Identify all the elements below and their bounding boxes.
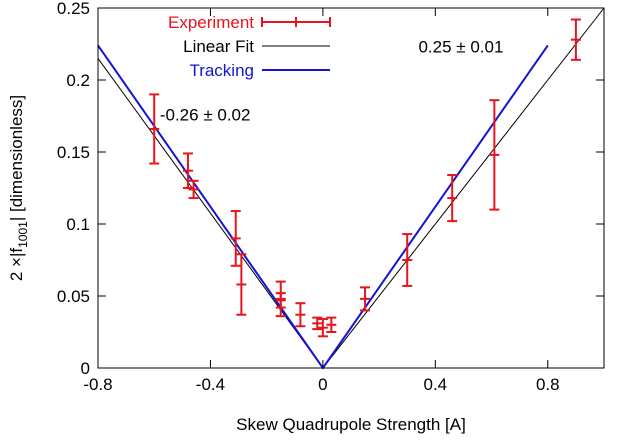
experiment-point (326, 316, 337, 333)
experiment-point (182, 152, 193, 189)
experiment-point (360, 286, 371, 312)
experiment-point (295, 302, 306, 328)
experiment-point (149, 93, 160, 165)
plot-frame (97, 7, 605, 369)
experiment-point (447, 174, 458, 223)
legend-label: Experiment (168, 13, 254, 32)
legend-entry: Linear Fit (183, 37, 330, 56)
x-tick-label: -0.8 (83, 375, 112, 394)
y-tick-label: 0.15 (57, 143, 90, 162)
y-axis-label-pre: 2 ×|f (7, 248, 26, 282)
y-tick-label: 0.2 (66, 71, 90, 90)
fit-annotation: 0.25 ± 0.01 (418, 38, 503, 57)
legend-label: Linear Fit (183, 37, 254, 56)
y-tick-label: 0.25 (57, 0, 90, 18)
experiment-point (570, 18, 581, 61)
experiment-point (230, 210, 241, 267)
y-axis: 0 0.05 0.1 0.15 0.2 0.25 (57, 0, 604, 378)
legend-entry: Tracking (189, 61, 330, 80)
experiment-point (275, 292, 286, 309)
experiment-error-bars (149, 18, 581, 338)
x-axis: -0.8 -0.4 0 0.4 0.8 (83, 8, 560, 394)
experiment-point (188, 179, 199, 200)
linear-fit-line (97, 7, 605, 369)
legend-entry: Experiment (168, 13, 331, 32)
y-axis-label-sub: 1001 (16, 221, 30, 248)
y-tick-label: 0.1 (66, 215, 90, 234)
experiment-point (489, 99, 500, 211)
experiment-point (312, 316, 323, 331)
x-axis-label: Skew Quadrupole Strength [A] (236, 415, 466, 434)
y-axis-label-post: | [dimensionless] (7, 95, 26, 221)
x-tick-label: 0.4 (424, 375, 448, 394)
experiment-point (236, 253, 247, 316)
series-lines (97, 7, 605, 370)
x-tick-label: -0.4 (196, 375, 225, 394)
fit-annotation: -0.26 ± 0.02 (160, 105, 251, 124)
experiment-point (317, 318, 328, 338)
fit-annotations: -0.26 ± 0.02 0.25 ± 0.01 (160, 38, 504, 125)
x-tick-label: 0.8 (536, 375, 560, 394)
legend-label: Tracking (189, 61, 254, 80)
experiment-point (402, 233, 413, 287)
legend: Experiment Linear Fit Tracking (168, 13, 331, 80)
y-axis-label: 2 ×|f1001| [dimensionless] (7, 95, 30, 281)
y-tick-label: 0.05 (57, 287, 90, 306)
y-tick-label: 0 (81, 359, 90, 378)
x-tick-label: 0 (318, 375, 327, 394)
